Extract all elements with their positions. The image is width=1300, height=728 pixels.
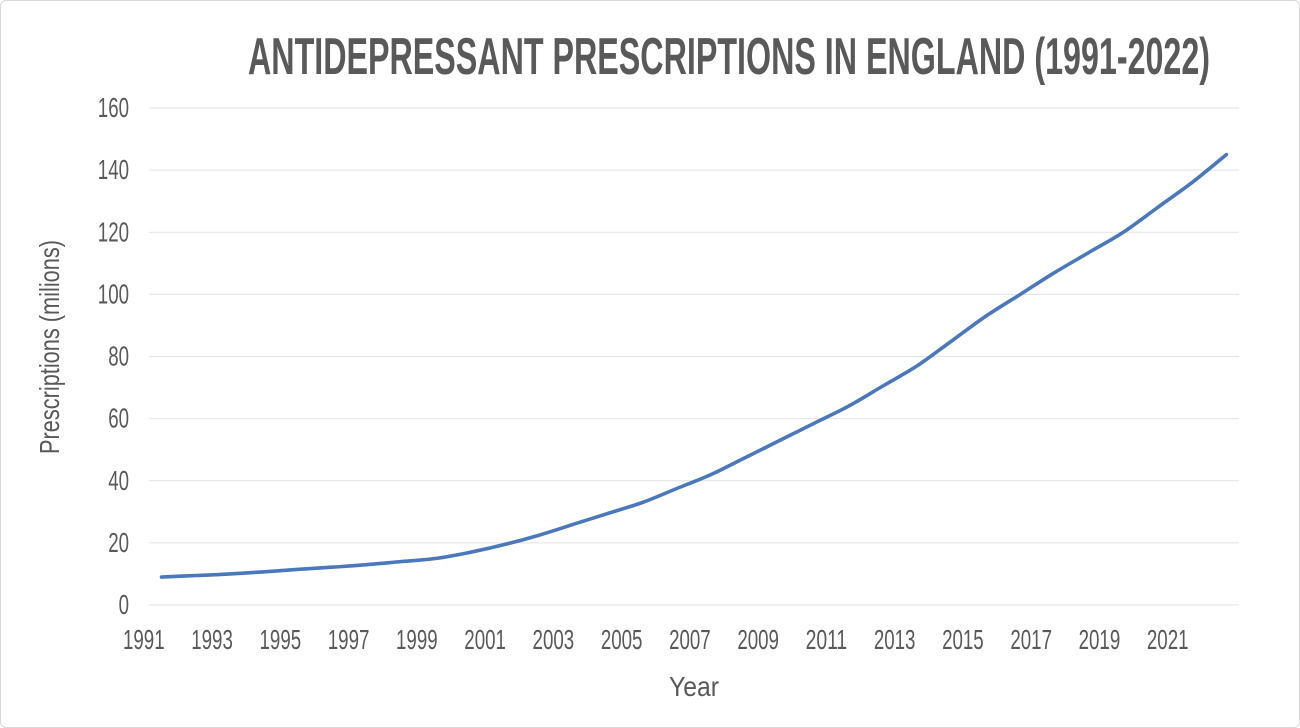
x-tick-label: 2013 xyxy=(874,624,916,655)
y-tick-label: 100 xyxy=(98,278,129,309)
x-tick-label: 2009 xyxy=(737,624,779,655)
x-tick-label: 2003 xyxy=(533,624,575,655)
x-tick-label: 2011 xyxy=(806,624,848,655)
x-tick-label: 2021 xyxy=(1147,624,1189,655)
x-tick-label: 1997 xyxy=(328,624,370,655)
y-tick-label: 160 xyxy=(98,92,129,123)
y-axis-title: Prescriptions (milions) xyxy=(34,240,65,454)
y-tick-label: 20 xyxy=(108,527,129,558)
x-tick-label: 2015 xyxy=(942,624,984,655)
x-tick-label: 2017 xyxy=(1010,624,1052,655)
x-tick-label: 2001 xyxy=(464,624,506,655)
y-tick-label: 60 xyxy=(108,403,129,434)
x-tick-label: 1995 xyxy=(260,624,302,655)
y-tick-label: 40 xyxy=(108,465,129,496)
y-tick-label: 120 xyxy=(98,216,129,247)
y-tick-label: 0 xyxy=(119,589,129,620)
x-tick-label: 1999 xyxy=(396,624,438,655)
y-tick-label: 80 xyxy=(108,341,129,372)
x-tick-label: 2007 xyxy=(669,624,711,655)
x-tick-label: 2005 xyxy=(601,624,643,655)
y-tick-label: 140 xyxy=(98,154,129,185)
x-axis-title: Year xyxy=(669,671,719,702)
x-tick-label: 1993 xyxy=(191,624,233,655)
x-tick-label: 1991 xyxy=(123,624,165,655)
x-tick-label: 2019 xyxy=(1079,624,1121,655)
chart-title: ANTIDEPRESSANT PRESCRIPTIONS IN ENGLAND … xyxy=(248,28,1211,86)
data-line-prescriptions xyxy=(159,152,1229,579)
